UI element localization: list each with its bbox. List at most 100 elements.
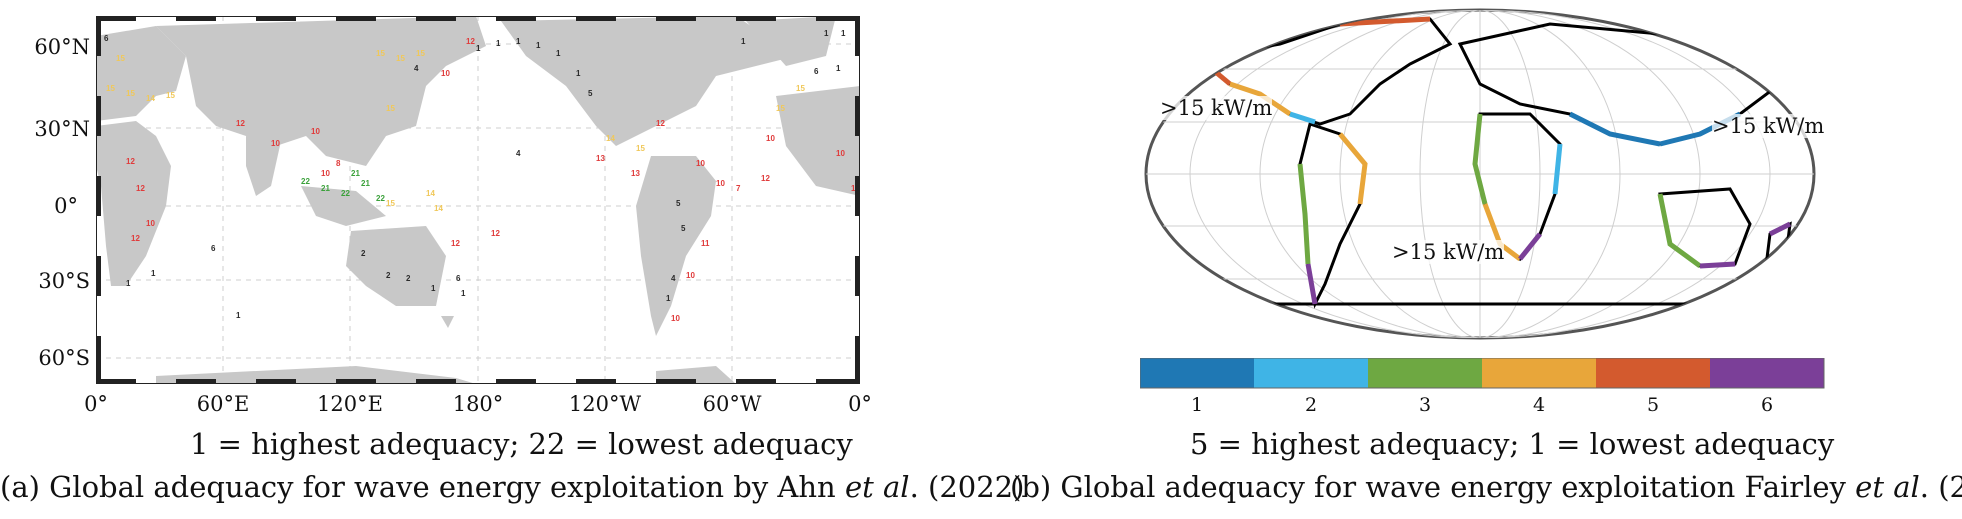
rank-marker: 5 [588,89,593,98]
lat-label: 60°N [34,35,90,59]
rank-marker: 1 [126,279,131,288]
rank-marker: 14 [426,189,435,198]
rank-marker: 10 [836,149,845,158]
rank-marker: 12 [236,119,245,128]
rank-marker: 15 [796,84,805,93]
rank-marker: 1 [536,41,541,50]
rank-marker: 22 [376,194,385,203]
colorbar-tick: 3 [1418,394,1432,416]
rank-marker: 15 [386,199,395,208]
rank-marker: 10 [716,179,725,188]
rank-marker: 15 [376,49,385,58]
panel-a-map: 6 1 1 1 1 1 1 5 4 4 5 5 4 1 2 2 2 1 1 6 … [96,16,860,384]
rank-marker: 1 [741,37,746,46]
rank-marker: 15 [126,89,135,98]
rank-marker: 12 [761,174,770,183]
rank-marker: 10 [321,169,330,178]
colorbar-cell [1596,358,1711,388]
panel-b-caption-suffix: . (2020) [1919,470,1962,504]
rank-marker: 14 [146,94,155,103]
panel-b-map [1144,8,1816,340]
rank-marker: 15 [116,54,125,63]
rank-marker: 22 [341,189,350,198]
rank-marker: 12 [656,119,665,128]
rank-marker: 10 [311,127,320,136]
rank-marker: 1 [516,37,521,46]
rank-marker: 10 [686,271,695,280]
colorbar-tick: 6 [1760,394,1774,416]
panel-a-caption: (a) Global adequacy for wave energy expl… [0,470,1024,504]
lon-label: 180° [452,392,504,416]
colorbar-cell [1140,358,1255,388]
rank-marker: 1 [836,64,841,73]
rank-marker: 1 [666,294,671,303]
rank-marker: 6 [814,67,819,76]
map-annotation: >15 kW/m [1160,96,1273,120]
rank-marker: 15 [636,144,645,153]
rank-marker: 15 [106,84,115,93]
rank-marker: 2 [361,249,366,258]
rank-marker: 12 [491,229,500,238]
lat-label: 30°N [34,117,90,141]
rank-marker: 1 [461,289,466,298]
panel-b-caption-etal: et al [1855,470,1920,504]
map-annotation: >15 kW/m [1712,114,1825,138]
colorbar-cell [1254,358,1369,388]
rank-marker: 10 [671,314,680,323]
rank-marker: 6 [104,34,109,43]
rank-marker: 5 [681,224,686,233]
lon-label: 0° [84,392,108,416]
panel-b-caption-prefix: (b) Global adequacy for wave energy expl… [1010,470,1856,504]
colorbar-cell [1368,358,1483,388]
rank-marker: 15 [166,91,175,100]
rank-marker: 1 [841,29,846,38]
rank-marker: 4 [671,274,676,283]
lat-label: 30°S [38,269,90,293]
rank-marker: 10 [696,159,705,168]
rank-marker: 12 [466,37,475,46]
rank-marker: 1 [236,311,241,320]
colorbar-cell [1482,358,1597,388]
colorbar-cell [1710,358,1825,388]
colorbar-frame [1140,358,1825,389]
rank-marker: 7 [736,184,741,193]
rank-marker: 15 [396,54,405,63]
rank-marker: 12 [131,234,140,243]
rank-marker: 15 [416,49,425,58]
rank-marker: 4 [516,149,521,158]
checker-border [96,16,860,384]
rank-marker: 5 [676,199,681,208]
rank-marker: 1 [576,69,581,78]
rank-marker: 6 [211,244,216,253]
colorbar-tick: 5 [1646,394,1660,416]
panel-a-legend: 1 = highest adequacy; 22 = lowest adequa… [190,427,853,461]
lat-label: 60°S [38,346,90,370]
colorbar-cells [1140,358,1825,388]
lat-label: 0° [54,194,78,218]
rank-markers: 6 1 1 1 1 1 1 5 4 4 5 5 4 1 2 2 2 1 1 6 … [104,29,860,323]
land-masses [96,16,860,384]
colorbar-tick: 1 [1190,394,1204,416]
rank-marker: 21 [351,169,360,178]
rank-marker: 13 [631,169,640,178]
rank-marker: 12 [136,184,145,193]
rank-marker: 1 [431,284,436,293]
panel-b-caption: (b) Global adequacy for wave energy expl… [1010,470,1962,504]
rank-marker: 21 [321,184,330,193]
rank-marker: 10 [441,69,450,78]
colorbar-tick: 4 [1532,394,1546,416]
rank-marker: 2 [386,271,391,280]
rank-marker: 10 [146,219,155,228]
panel-a-caption-etal: et al [844,470,910,504]
rank-marker: 10 [766,134,775,143]
lon-label: 60°E [196,392,250,416]
colorbar-tick: 2 [1304,394,1318,416]
rank-marker: 14 [434,204,443,213]
rank-marker: 11 [701,239,710,248]
rank-marker: 22 [301,177,310,186]
panel-a-caption-suffix: . (2022) [909,470,1025,504]
rank-marker: 13 [596,154,605,163]
lon-label: 120°E [317,392,383,416]
rank-marker: 12 [451,239,460,248]
rank-marker: 1 [824,29,829,38]
